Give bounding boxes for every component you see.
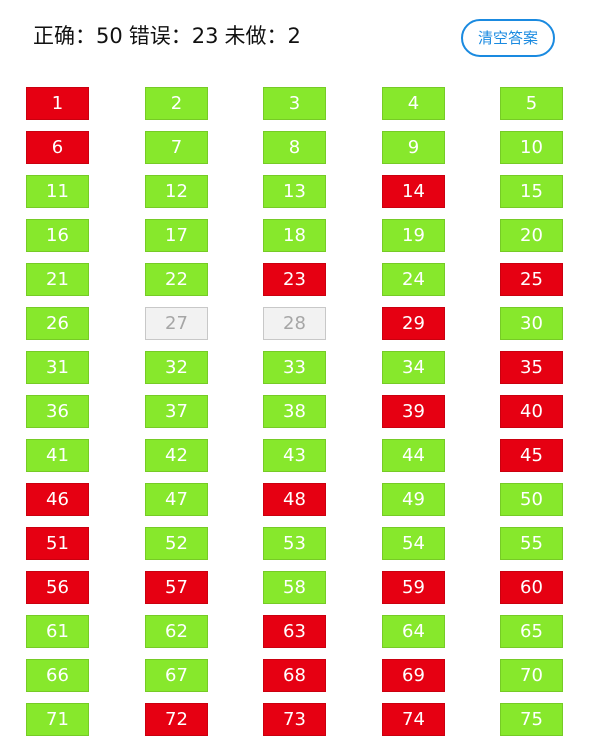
question-cell-67[interactable]: 67 — [145, 659, 208, 692]
question-cell-38[interactable]: 38 — [263, 395, 326, 428]
question-cell-73[interactable]: 73 — [263, 703, 326, 736]
question-cell-70[interactable]: 70 — [500, 659, 563, 692]
wrong-label: 错误： — [128, 24, 192, 48]
summary-header: 正确：50 错误：23 未做：2 清空答案 — [0, 0, 591, 80]
question-cell-32[interactable]: 32 — [145, 351, 208, 384]
question-cell-22[interactable]: 22 — [145, 263, 208, 296]
question-cell-14[interactable]: 14 — [382, 175, 445, 208]
question-cell-33[interactable]: 33 — [263, 351, 326, 384]
question-cell-49[interactable]: 49 — [382, 483, 445, 516]
question-cell-44[interactable]: 44 — [382, 439, 445, 472]
question-cell-37[interactable]: 37 — [145, 395, 208, 428]
question-cell-59[interactable]: 59 — [382, 571, 445, 604]
question-cell-53[interactable]: 53 — [263, 527, 326, 560]
question-cell-8[interactable]: 8 — [263, 131, 326, 164]
question-cell-39[interactable]: 39 — [382, 395, 445, 428]
question-cell-5[interactable]: 5 — [500, 87, 563, 120]
question-cell-34[interactable]: 34 — [382, 351, 445, 384]
question-cell-60[interactable]: 60 — [500, 571, 563, 604]
question-cell-71[interactable]: 71 — [26, 703, 89, 736]
question-cell-7[interactable]: 7 — [145, 131, 208, 164]
question-cell-19[interactable]: 19 — [382, 219, 445, 252]
question-cell-35[interactable]: 35 — [500, 351, 563, 384]
question-cell-58[interactable]: 58 — [263, 571, 326, 604]
question-cell-9[interactable]: 9 — [382, 131, 445, 164]
question-cell-41[interactable]: 41 — [26, 439, 89, 472]
question-cell-45[interactable]: 45 — [500, 439, 563, 472]
question-cell-21[interactable]: 21 — [26, 263, 89, 296]
question-cell-27[interactable]: 27 — [145, 307, 208, 340]
question-cell-12[interactable]: 12 — [145, 175, 208, 208]
question-cell-6[interactable]: 6 — [26, 131, 89, 164]
question-cell-54[interactable]: 54 — [382, 527, 445, 560]
question-cell-42[interactable]: 42 — [145, 439, 208, 472]
question-cell-65[interactable]: 65 — [500, 615, 563, 648]
question-cell-43[interactable]: 43 — [263, 439, 326, 472]
question-cell-47[interactable]: 47 — [145, 483, 208, 516]
question-cell-56[interactable]: 56 — [26, 571, 89, 604]
question-cell-64[interactable]: 64 — [382, 615, 445, 648]
wrong-count: 23 — [191, 24, 219, 48]
question-cell-51[interactable]: 51 — [26, 527, 89, 560]
correct-label: 正确： — [33, 24, 96, 48]
undone-count: 2 — [287, 24, 301, 48]
question-cell-55[interactable]: 55 — [500, 527, 563, 560]
question-cell-13[interactable]: 13 — [263, 175, 326, 208]
question-cell-62[interactable]: 62 — [145, 615, 208, 648]
question-cell-68[interactable]: 68 — [263, 659, 326, 692]
question-cell-2[interactable]: 2 — [145, 87, 208, 120]
question-cell-69[interactable]: 69 — [382, 659, 445, 692]
question-cell-3[interactable]: 3 — [263, 87, 326, 120]
question-cell-30[interactable]: 30 — [500, 307, 563, 340]
question-cell-50[interactable]: 50 — [500, 483, 563, 516]
question-cell-31[interactable]: 31 — [26, 351, 89, 384]
question-cell-23[interactable]: 23 — [263, 263, 326, 296]
question-cell-40[interactable]: 40 — [500, 395, 563, 428]
question-cell-11[interactable]: 11 — [26, 175, 89, 208]
question-cell-4[interactable]: 4 — [382, 87, 445, 120]
question-cell-25[interactable]: 25 — [500, 263, 563, 296]
question-cell-20[interactable]: 20 — [500, 219, 563, 252]
question-cell-29[interactable]: 29 — [382, 307, 445, 340]
question-cell-1[interactable]: 1 — [26, 87, 89, 120]
question-cell-26[interactable]: 26 — [26, 307, 89, 340]
question-cell-61[interactable]: 61 — [26, 615, 89, 648]
question-cell-28[interactable]: 28 — [263, 307, 326, 340]
question-cell-57[interactable]: 57 — [145, 571, 208, 604]
question-cell-75[interactable]: 75 — [500, 703, 563, 736]
question-cell-24[interactable]: 24 — [382, 263, 445, 296]
question-cell-17[interactable]: 17 — [145, 219, 208, 252]
question-cell-72[interactable]: 72 — [145, 703, 208, 736]
correct-count: 50 — [96, 24, 123, 48]
undone-label: 未做： — [224, 24, 288, 48]
question-cell-10[interactable]: 10 — [500, 131, 563, 164]
clear-answers-button[interactable]: 清空答案 — [461, 19, 555, 57]
question-cell-18[interactable]: 18 — [263, 219, 326, 252]
question-cell-66[interactable]: 66 — [26, 659, 89, 692]
question-cell-52[interactable]: 52 — [145, 527, 208, 560]
question-cell-48[interactable]: 48 — [263, 483, 326, 516]
question-cell-16[interactable]: 16 — [26, 219, 89, 252]
question-cell-15[interactable]: 15 — [500, 175, 563, 208]
question-cell-46[interactable]: 46 — [26, 483, 89, 516]
question-cell-36[interactable]: 36 — [26, 395, 89, 428]
question-cell-74[interactable]: 74 — [382, 703, 445, 736]
question-cell-63[interactable]: 63 — [263, 615, 326, 648]
score-summary: 正确：50 错误：23 未做：2 — [33, 21, 301, 51]
